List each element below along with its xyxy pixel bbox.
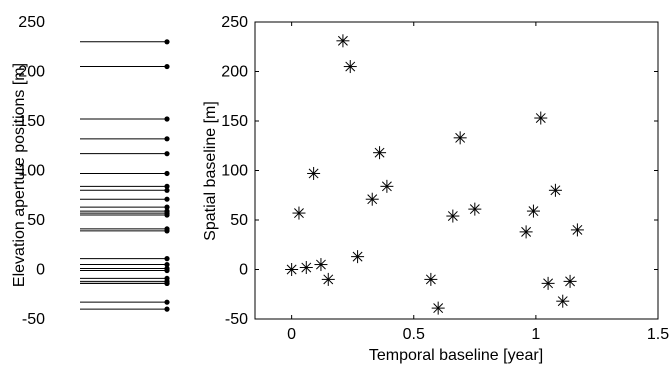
asterisk-stroke [447, 211, 458, 221]
asterisk-stroke [337, 35, 348, 46]
asterisk-stroke [367, 194, 378, 205]
asterisk-stroke [521, 226, 532, 237]
scatter-point [563, 274, 577, 288]
elevation-position-dot [164, 187, 170, 193]
scatter-point [548, 183, 562, 197]
left-y-tick-labels: -50 0 50 100 150 200 250 [18, 14, 45, 328]
elevation-position-dot [164, 228, 170, 234]
elevation-position-marks [80, 39, 170, 312]
elevation-position-dot [164, 204, 170, 210]
scatter-point [431, 301, 445, 315]
asterisk-stroke [286, 264, 297, 275]
left-y-tick-label: 0 [36, 262, 45, 279]
left-y-tick-label: 50 [27, 212, 45, 229]
scatter-point [570, 223, 584, 237]
scatter-point [343, 60, 357, 74]
asterisk-stroke [469, 204, 480, 215]
scatter-point [526, 204, 540, 218]
elevation-position-dot [164, 280, 170, 286]
elevation-position-dot [164, 212, 170, 218]
left-y-tick-label: 250 [18, 14, 45, 31]
scatter-point [424, 272, 438, 286]
scatter-point [556, 294, 570, 308]
asterisk-stroke [572, 224, 583, 235]
right-y-tick-label: 50 [230, 212, 248, 229]
scatter-point [541, 276, 555, 290]
elevation-position-dot [164, 170, 170, 177]
asterisk-stroke [543, 278, 554, 289]
right-y-tick-label: 200 [221, 64, 248, 81]
asterisk-stroke [345, 61, 356, 72]
scatter-point [519, 225, 533, 239]
asterisk-stroke [352, 251, 363, 262]
scatter-point [446, 209, 460, 223]
asterisk-stroke [528, 206, 539, 217]
left-y-axis-label: Elevation aperture positions [m] [11, 63, 28, 287]
elevation-position-dot [164, 136, 170, 142]
scatter-point [365, 192, 379, 206]
asterisk-stroke [535, 113, 546, 123]
x-tick-label: 1 [531, 326, 540, 343]
right-y-tick-label: 150 [221, 113, 248, 130]
scatter-point [351, 250, 365, 264]
scatter-point [299, 261, 313, 275]
scatter-point [285, 263, 299, 276]
asterisk-stroke [425, 274, 436, 285]
scatter-point [321, 272, 335, 286]
asterisk-stroke [557, 296, 568, 307]
elevation-position-dot [164, 63, 170, 70]
asterisk-stroke [433, 303, 444, 314]
scatter-point [373, 146, 387, 160]
right-x-tick-labels: 0 0.5 1 1.5 [287, 326, 669, 343]
asterisk-stroke [565, 276, 576, 287]
elevation-position-dot [164, 183, 170, 189]
elevation-position-dot [164, 116, 170, 122]
x-tick-label: 0.5 [403, 326, 425, 343]
baseline-scatter-panel: -50 0 50 100 150 200 250 0 0.5 1 1.5 Temporal bas… [202, 14, 669, 364]
asterisk-stroke [374, 147, 385, 158]
elevation-position-dot [164, 196, 170, 202]
elevation-position-dot [164, 39, 170, 45]
x-tick-label: 0 [287, 326, 296, 343]
scatter-point [453, 131, 467, 145]
asterisk-stroke [323, 274, 334, 285]
asterisk-stroke [301, 262, 312, 273]
plot-area-frame [254, 21, 659, 320]
asterisk-stroke [550, 185, 561, 196]
scatter-point [380, 179, 394, 193]
scatter-point [314, 258, 328, 272]
asterisk-stroke [315, 259, 326, 270]
right-y-tick-labels: -50 0 50 100 150 200 250 [221, 14, 248, 328]
right-y-tick-label: 250 [221, 14, 248, 31]
left-y-tick-label: 100 [18, 163, 45, 180]
left-y-tick-label: 150 [18, 113, 45, 130]
asterisk-stroke [294, 208, 304, 219]
scatter-point [534, 111, 548, 125]
x-tick-label: 1.5 [647, 326, 669, 343]
elevation-position-dot [164, 261, 170, 268]
elevation-position-dot [164, 151, 170, 157]
left-y-tick-label: -50 [22, 311, 45, 328]
scatter-point [292, 206, 306, 220]
scatter-point [307, 166, 321, 180]
x-axis-label: Temporal baseline [year] [369, 347, 543, 364]
elevation-position-dot [164, 306, 170, 312]
right-y-axis-label: Spatial baseline [m] [202, 101, 219, 241]
right-axis-ticks [255, 21, 659, 320]
asterisk-stroke [381, 181, 392, 192]
elevation-position-dot [164, 299, 170, 305]
asterisk-stroke [455, 132, 466, 143]
right-y-tick-label: -50 [225, 311, 248, 328]
left-y-tick-label: 200 [18, 64, 45, 81]
right-y-tick-label: 100 [221, 163, 248, 180]
elevation-position-dot [164, 256, 170, 262]
elevation-position-dot [164, 267, 170, 274]
elevation-positions-panel: -50 0 50 100 150 200 250 Elevation aperture po… [11, 14, 170, 328]
scatter-points [285, 34, 584, 315]
scatter-point [336, 34, 350, 48]
right-y-tick-label: 0 [239, 262, 248, 279]
asterisk-stroke [308, 168, 319, 179]
scatter-point [468, 202, 482, 216]
